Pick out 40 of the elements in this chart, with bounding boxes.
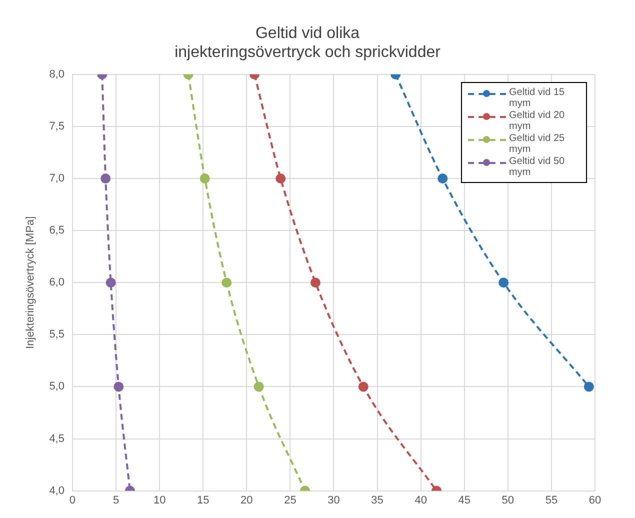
x-tick-label: 10: [153, 494, 166, 506]
y-tick-label: 5,0: [49, 380, 64, 393]
legend-label: Geltid vid 20 mym: [509, 110, 566, 132]
y-tick-label: 8,0: [49, 68, 64, 80]
point: [358, 382, 368, 392]
x-tick-label: 50: [502, 494, 514, 506]
y-tick-label: 4,5: [49, 432, 64, 445]
x-tick-label: 25: [284, 494, 296, 506]
y-tick-label: 5,5: [49, 328, 64, 341]
point: [310, 278, 320, 288]
y-axis-title: Injekteringsövertryck [MPa]: [24, 216, 37, 349]
legend-label: Geltid vid 50 mym: [509, 156, 566, 178]
x-tick-label: 0: [69, 494, 76, 506]
x-tick-label: 30: [328, 494, 340, 506]
x-tick-label: 55: [545, 494, 558, 506]
point: [438, 174, 448, 184]
y-tick-label: 7,0: [49, 172, 64, 185]
point: [222, 278, 232, 288]
x-tick-label: 60: [588, 494, 602, 506]
x-tick-label: 20: [240, 494, 253, 506]
chart-title: Geltid vid olika injekteringsövertryck och sprickvidder: [174, 25, 442, 62]
point: [200, 174, 210, 184]
y-tick-label: 4,0: [49, 484, 64, 497]
point: [254, 382, 264, 392]
y-tick-label: 6,0: [49, 276, 64, 289]
point: [584, 382, 594, 392]
x-tick-label: 5: [112, 494, 120, 506]
x-tick-label: 35: [371, 494, 384, 506]
point: [106, 278, 116, 288]
x-tick-label: 15: [196, 494, 210, 506]
point: [114, 382, 124, 392]
y-tick-label: 7,5: [49, 120, 64, 132]
legend-label: Geltid vid 25 mym: [509, 133, 566, 156]
point: [100, 174, 111, 184]
x-tick-label: 40: [414, 494, 427, 506]
point: [498, 278, 509, 288]
y-tick-label: 6,5: [49, 224, 64, 237]
x-tick-label: 45: [458, 494, 470, 506]
point: [276, 174, 286, 184]
legend-label: Geltid vid 15 mym: [509, 87, 566, 110]
